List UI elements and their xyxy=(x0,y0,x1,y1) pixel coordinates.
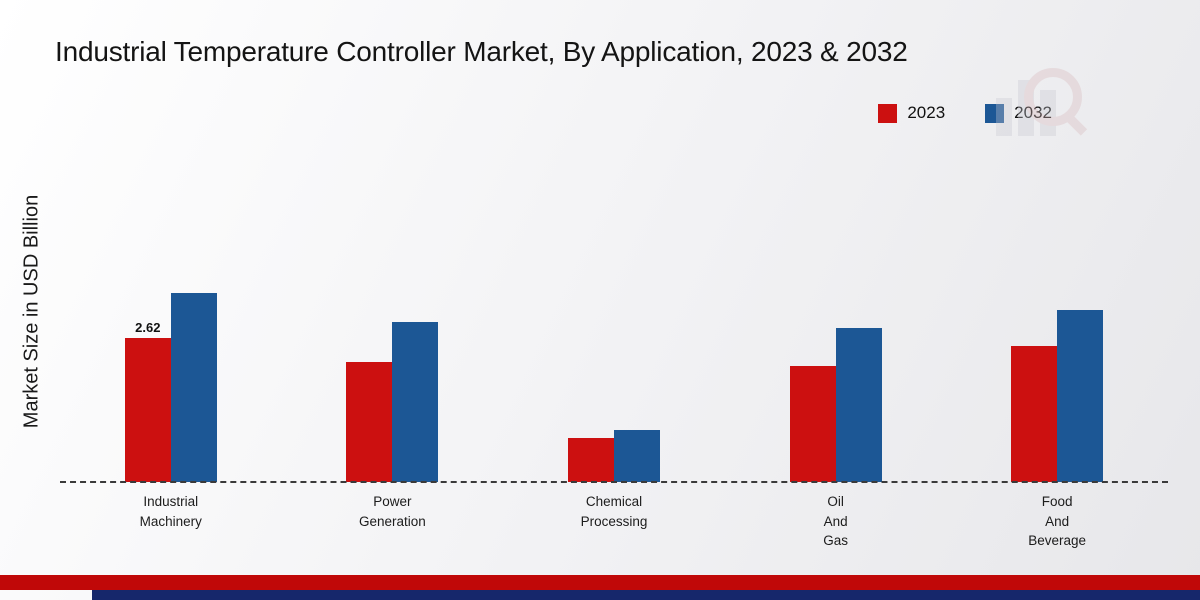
legend-swatch-icon xyxy=(878,103,898,123)
bar-wrapper xyxy=(789,366,836,482)
bar-wrapper: 2.62 xyxy=(124,320,171,482)
footer-stripe-red xyxy=(0,575,1200,590)
bar-group xyxy=(725,328,947,482)
bar-value-label: 2.62 xyxy=(135,320,161,335)
bar-2032-category-4 xyxy=(1057,310,1104,482)
bar-group xyxy=(282,322,504,482)
bar-wrapper xyxy=(1011,346,1058,482)
footer-stripe-blue xyxy=(92,590,1200,600)
x-axis-category-label: Oil And Gas xyxy=(823,494,848,549)
legend-swatch-icon xyxy=(985,103,1005,123)
bar-group: 2.62 xyxy=(60,293,282,482)
bar-2023-category-0 xyxy=(124,338,171,482)
bar-2032-category-1 xyxy=(392,322,439,482)
bar-2023-category-3 xyxy=(789,366,836,482)
bar-2032-category-3 xyxy=(835,328,882,482)
watermark-magnifier-handle-icon xyxy=(1063,112,1088,136)
bar-wrapper xyxy=(613,430,660,482)
x-axis-category-label: Power Generation xyxy=(358,494,426,529)
legend-item-2023: 2023 xyxy=(878,103,945,123)
x-axis-baseline xyxy=(60,481,1168,483)
bar-wrapper xyxy=(170,293,217,482)
bar-wrapper xyxy=(835,328,882,482)
y-axis-label: Market Size in USD Billion xyxy=(20,194,43,429)
bar-chart: 2.62 xyxy=(60,142,1168,482)
bar-2032-category-2 xyxy=(613,430,660,482)
bar-group xyxy=(503,430,725,482)
x-axis-category-label: Chemical Processing xyxy=(580,494,648,529)
legend-item-2032: 2032 xyxy=(985,103,1052,123)
x-axis-category-label: Food And Beverage xyxy=(1028,494,1087,549)
bar-group xyxy=(946,310,1168,482)
bar-wrapper xyxy=(346,362,393,482)
brand-watermark-icon xyxy=(990,60,1088,144)
bar-wrapper xyxy=(567,438,614,482)
x-axis-labels: Industrial Machinery Power Generation Chem… xyxy=(60,492,1168,551)
bar-2023-category-1 xyxy=(346,362,393,482)
chart-title: Industrial Temperature Controller Market… xyxy=(55,36,908,67)
legend-label: 2032 xyxy=(1014,103,1052,122)
bar-2023-category-4 xyxy=(1011,346,1058,482)
x-axis-category-label: Industrial Machinery xyxy=(139,494,202,529)
legend: 2023 2032 xyxy=(878,103,1052,123)
bar-wrapper xyxy=(392,322,439,482)
bar-2023-category-2 xyxy=(567,438,614,482)
bar-2032-category-0 xyxy=(170,293,217,482)
legend-label: 2023 xyxy=(907,103,946,122)
bar-wrapper xyxy=(1057,310,1104,482)
